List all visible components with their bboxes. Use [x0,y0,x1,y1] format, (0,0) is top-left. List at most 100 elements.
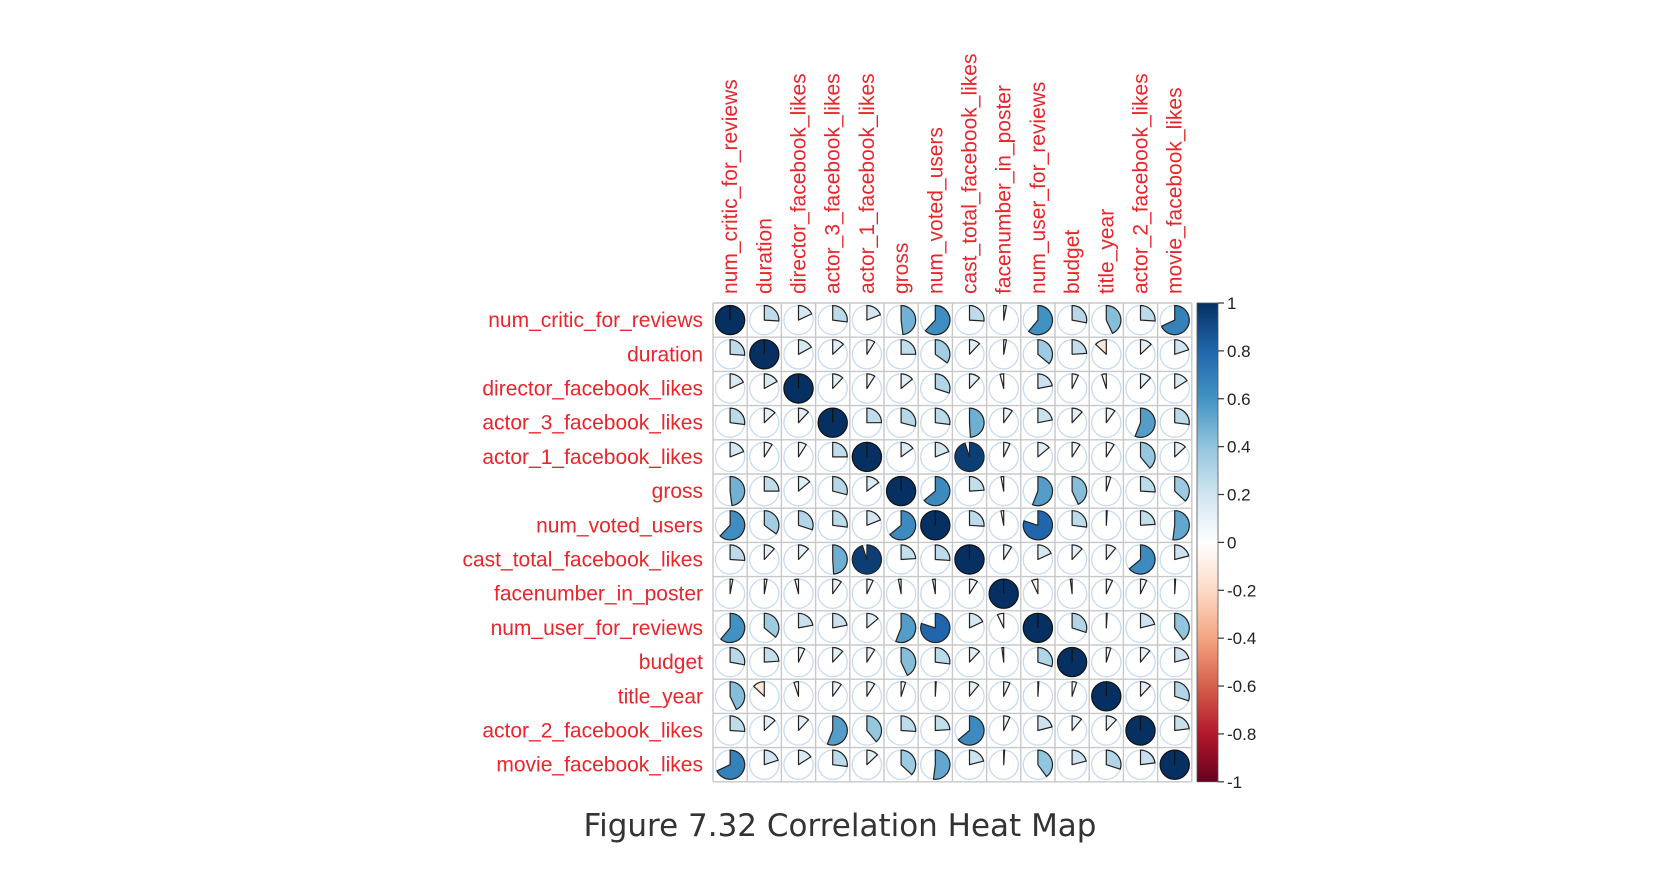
pie-slice [932,749,951,780]
pie-slice [968,646,981,663]
heatmap-cell [1159,304,1190,336]
heatmap-cell [714,441,746,473]
pie-slice [968,681,980,697]
pie-slice [1071,475,1088,505]
heatmap-cell [1056,373,1088,404]
heatmap-cell [714,407,746,438]
column-labels: num_critic_for_reviews duration director_f… [719,54,1187,295]
pie-slice [1174,441,1186,458]
pie-slice [900,304,917,336]
pie-slice [1105,304,1122,334]
heatmap-cell [714,715,746,746]
heatmap-cell [1159,407,1190,438]
heatmap-cell [783,715,814,746]
heatmap-cell [749,475,780,507]
pie-slice [1128,544,1156,575]
pie-slice [900,339,917,355]
heatmap-cell [817,510,848,541]
pie-slice [968,749,985,766]
colorbar-tick-label: -0.4 [1227,629,1256,648]
heatmap-cell [1091,612,1122,644]
heatmap-cell [817,646,848,678]
heatmap-cell [1022,339,1054,370]
heatmap-cell [817,681,848,712]
heatmap-cell [817,373,848,404]
pie-slice [1003,544,1013,561]
heatmap-cell [851,373,883,404]
heatmap-cell [783,612,814,644]
row-label: num_user_for_reviews [491,617,703,640]
pie-slice [931,578,936,595]
pie-slice [934,681,937,697]
pie-slice [1071,681,1078,697]
heatmap-cell [1022,715,1054,746]
pie-slice [1003,339,1008,355]
heatmap-cell [920,441,951,473]
row-label: director_facebook_likes [482,378,703,401]
heatmap-cell [988,646,1019,678]
heatmap-cell [1125,646,1156,678]
pie-slice [1037,441,1050,458]
heatmap-cell [920,407,951,438]
pie-slice [900,544,917,561]
pie-slice [1105,646,1112,663]
heatmap-cell [714,646,746,678]
heatmap-cell [1125,304,1156,336]
heatmap-cell [1125,475,1156,507]
column-label: budget [1061,230,1084,294]
pie-slice [866,475,880,492]
heatmap-cell [749,612,780,644]
pie-slice [1037,646,1054,668]
heatmap-cell [714,339,746,370]
column-label: actor_1_facebook_likes [856,73,879,294]
pie-slice [719,510,746,541]
pie-slice [720,612,746,644]
pie-slice [794,578,800,595]
heatmap-cell [988,304,1019,336]
heatmap-cell [749,304,780,336]
heatmap-cell [1125,612,1156,644]
heatmap-cell [1091,681,1122,712]
heatmap-cell [749,715,780,746]
pie-slice [1139,339,1152,355]
heatmap-cell [783,681,814,712]
pie-slice [1174,407,1190,426]
pie-slice [729,681,746,711]
row-label: actor_3_facebook_likes [482,412,703,435]
heatmap-cell [851,475,883,507]
column-label: num_voted_users [924,127,947,294]
pie-slice [832,612,848,629]
heatmap-cell [783,749,814,780]
pie-slice [866,749,879,766]
heatmap-cell [920,749,951,780]
pie-slice [1174,339,1190,355]
heatmap-cell [1091,510,1122,541]
pie-slice [763,544,775,561]
row-label: actor_1_facebook_likes [482,446,703,469]
pie-slice [763,578,768,595]
pie-slice [1037,681,1040,697]
pie-slice [797,441,807,458]
figure-caption: Figure 7.32 Correlation Heat Map [583,808,1097,844]
pie-slice [763,304,780,322]
heatmap-cell [851,407,883,438]
heatmap-cell [817,304,848,336]
pie-slice [1105,441,1115,458]
pie-slice [920,612,951,644]
colorbar-tick-label: -0.2 [1227,581,1256,600]
heatmap-cell [885,339,917,370]
row-label: gross [652,480,703,503]
heatmap-cell [1056,510,1088,541]
pie-slice [866,578,874,595]
pie-slice [1139,373,1152,390]
pie-slice [1003,441,1011,458]
pie-slice [832,749,848,768]
column-label: actor_2_facebook_likes [1130,73,1153,294]
row-label: cast_total_facebook_likes [463,549,704,572]
heatmap-cell [1091,715,1122,746]
pie-slice [1003,715,1011,732]
heatmap-cell [1125,544,1156,575]
heatmap-cell [988,407,1019,438]
heatmap-cell [885,715,917,746]
pie-slice [1071,510,1088,528]
